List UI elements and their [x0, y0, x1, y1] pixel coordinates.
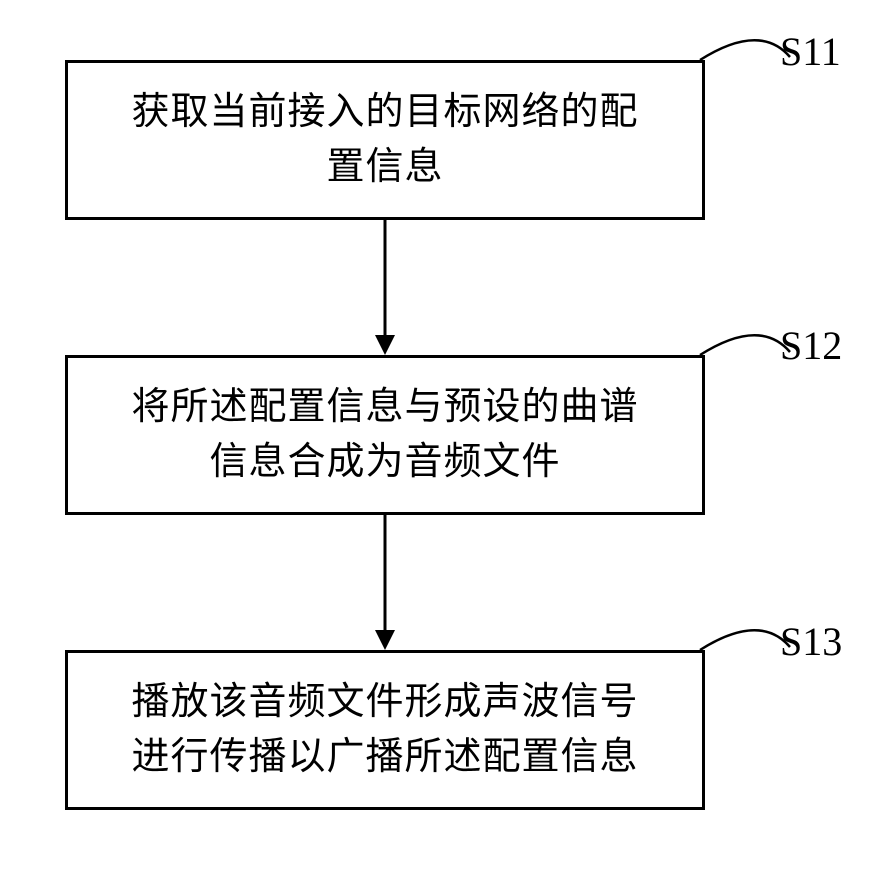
- step-label-s13: S13: [780, 618, 842, 665]
- callout-s13: [0, 0, 888, 882]
